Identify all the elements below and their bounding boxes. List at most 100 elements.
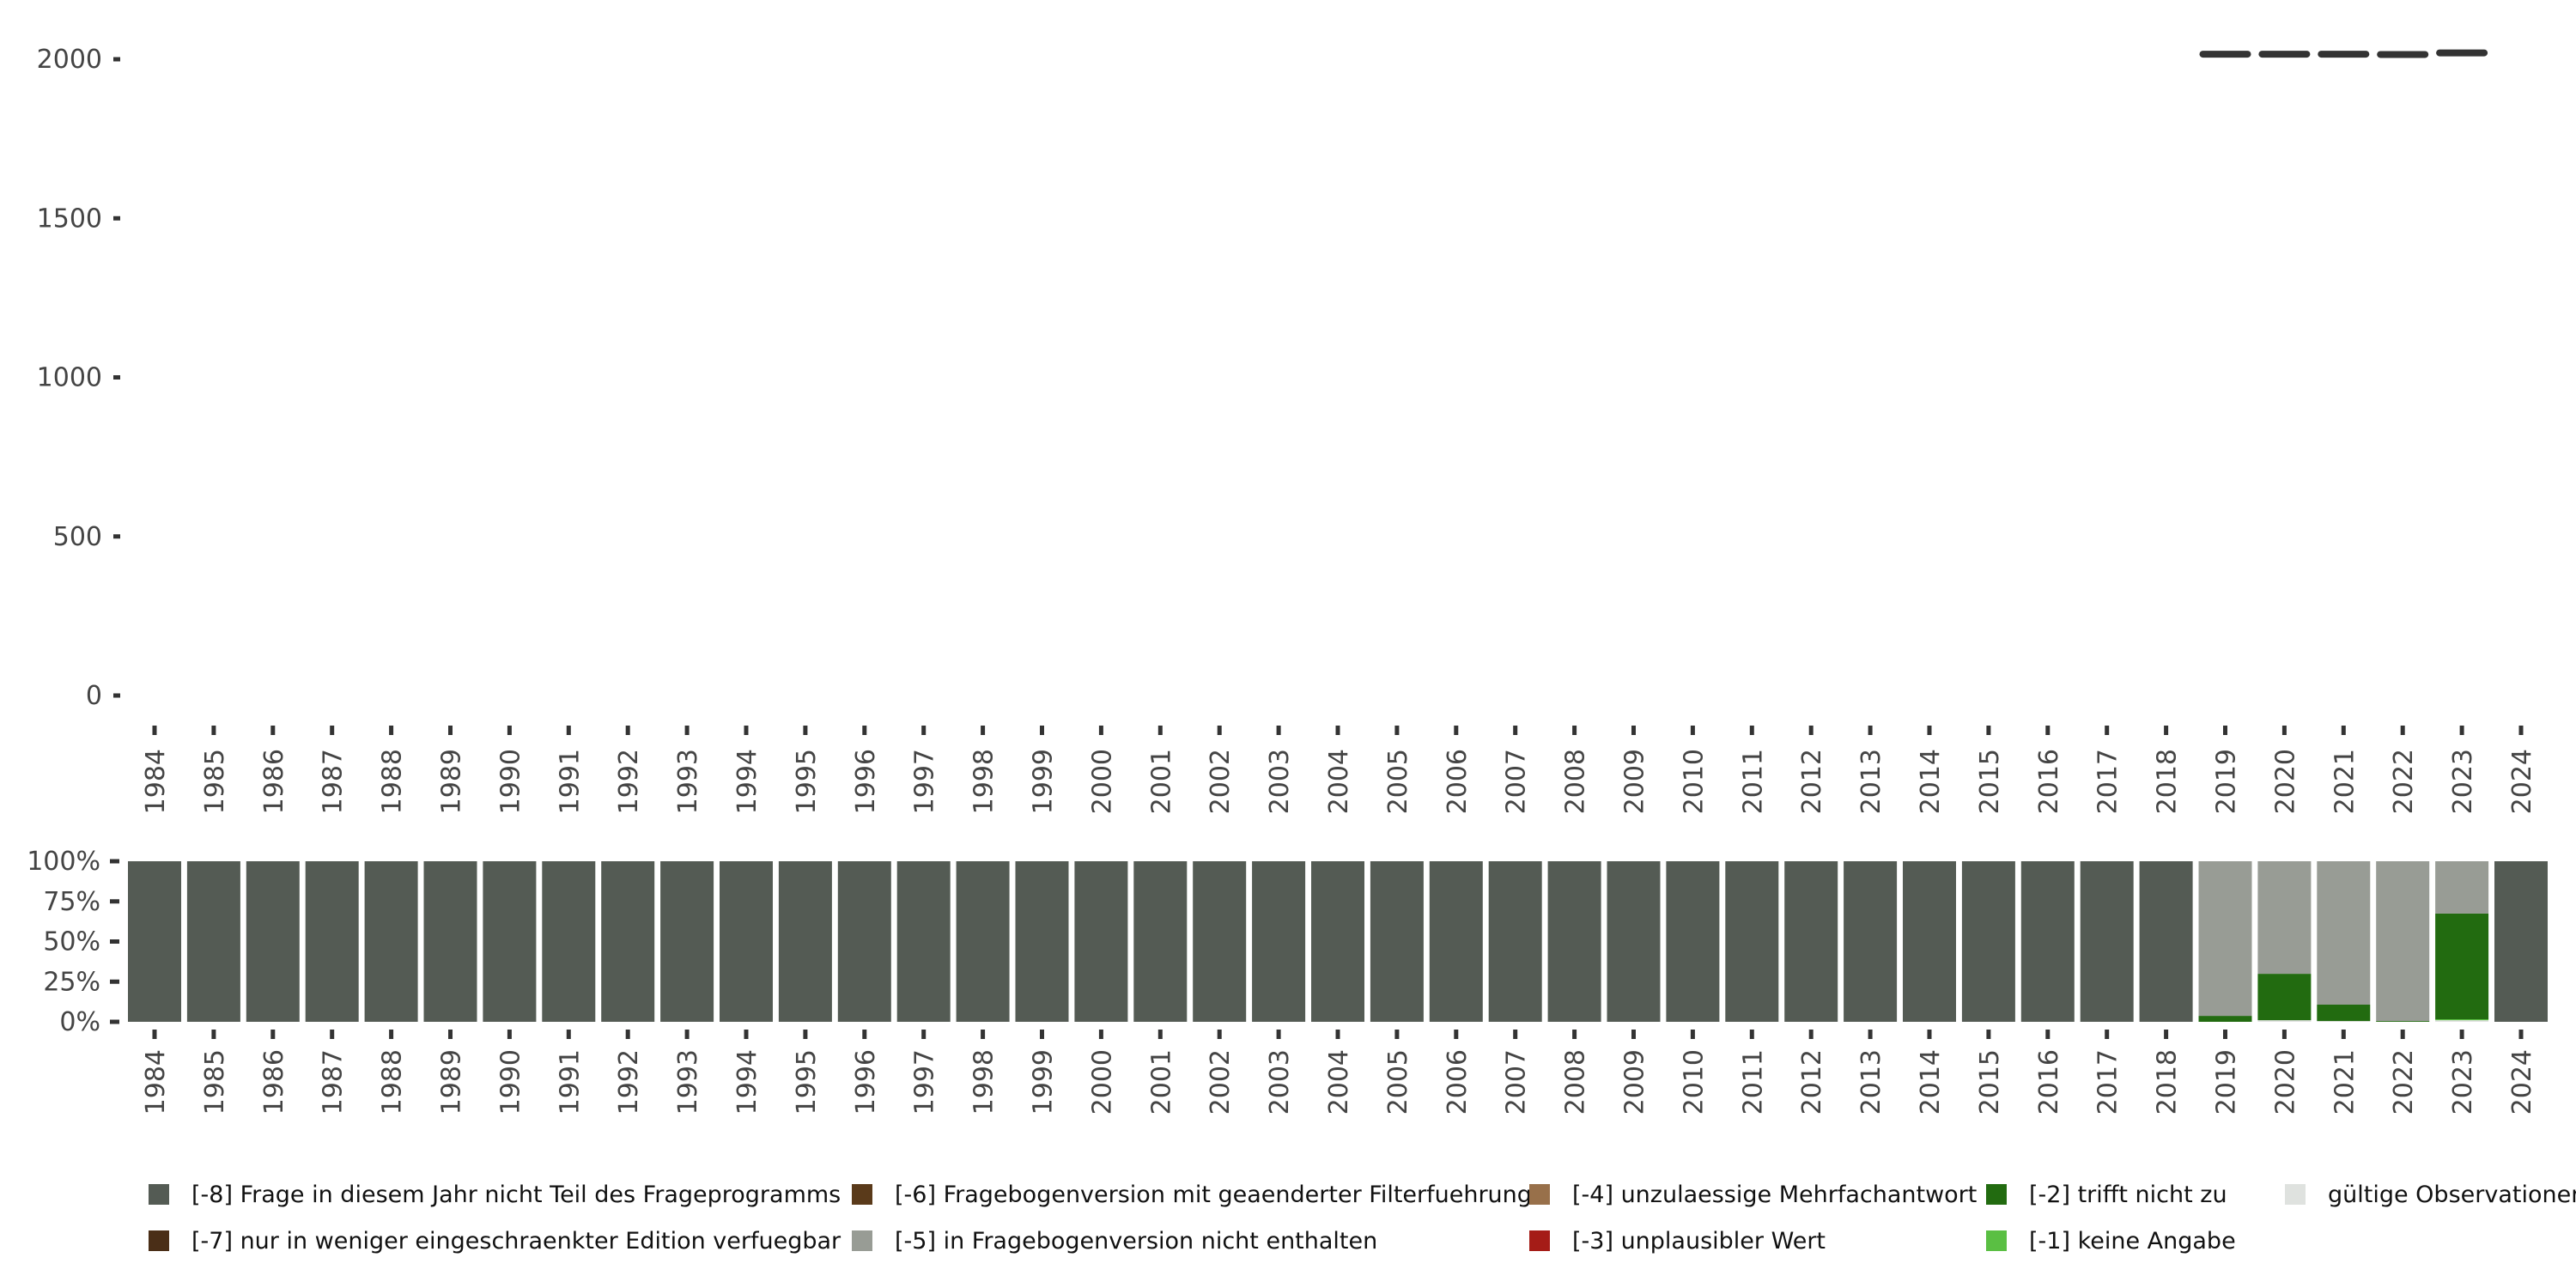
bar-segment <box>2139 861 2193 1022</box>
bar-segment <box>1903 861 1956 1022</box>
x-tick-label: 1998 <box>969 749 999 814</box>
x-tick-label: 2007 <box>1502 1049 1532 1115</box>
bar-segment <box>1607 861 1661 1022</box>
legend-swatch <box>1529 1230 1550 1251</box>
x-tick-label: 2013 <box>1856 1049 1886 1115</box>
x-tick-label: 1996 <box>851 749 881 814</box>
x-tick-label: 1984 <box>141 749 171 814</box>
x-tick-label: 1995 <box>792 749 822 814</box>
bar-segment <box>1311 861 1364 1022</box>
bar-segment <box>542 861 596 1022</box>
legend-label: [-8] Frage in diesem Jahr nicht Teil des… <box>191 1182 841 1208</box>
x-tick-label: 2021 <box>2330 1049 2360 1115</box>
bar-segment <box>2198 1016 2252 1022</box>
bar-segment <box>2494 861 2548 1022</box>
bar-segment <box>364 861 418 1022</box>
legend-label: [-5] in Fragebogenversion nicht enthalte… <box>895 1228 1377 1255</box>
x-tick-label: 1986 <box>259 1049 289 1115</box>
bar-segment <box>1193 861 1247 1022</box>
x-tick-label: 2024 <box>2507 749 2537 814</box>
x-tick-label: 1989 <box>437 749 467 814</box>
x-tick-label: 2008 <box>1561 1049 1591 1115</box>
x-tick-label: 2006 <box>1443 1049 1473 1115</box>
bar-segment <box>2435 913 2489 1020</box>
legend-label: gültige Observationen <box>2328 1182 2576 1208</box>
bar-segment <box>1252 861 1306 1022</box>
x-tick-label: 2021 <box>2330 749 2360 814</box>
y-tick-label: 100% <box>27 847 100 877</box>
legend-item: [-4] unzulaessige Mehrfachantwort <box>1529 1182 1977 1208</box>
bar-segment <box>720 861 773 1022</box>
x-tick-label: 1997 <box>910 1049 940 1115</box>
legend-swatch <box>149 1230 169 1251</box>
bar-segment <box>1015 861 1069 1022</box>
legend-item: [-3] unplausibler Wert <box>1529 1228 1826 1255</box>
x-tick-label: 2003 <box>1265 1049 1295 1115</box>
bar-segment <box>2376 861 2430 1022</box>
legend: [-8] Frage in diesem Jahr nicht Teil des… <box>149 1182 2576 1255</box>
x-tick-label: 1992 <box>614 749 644 814</box>
x-tick-label: 1998 <box>969 1049 999 1115</box>
x-tick-label: 1987 <box>319 749 349 814</box>
bar-segment <box>660 861 714 1022</box>
x-tick-label: 1994 <box>732 749 762 814</box>
x-tick-label: 2001 <box>1146 749 1176 814</box>
bar-segment <box>483 861 537 1022</box>
bar-segment <box>423 861 477 1022</box>
x-tick-label: 2011 <box>1738 749 1768 814</box>
x-tick-label: 2016 <box>2034 749 2064 814</box>
bar-segment <box>128 861 181 1022</box>
x-tick-label: 1985 <box>200 1049 230 1115</box>
x-tick-label: 2006 <box>1443 749 1473 814</box>
x-tick-label: 2010 <box>1679 1049 1709 1115</box>
y-tick-label: 2000 <box>37 45 102 75</box>
x-tick-label: 2024 <box>2507 1049 2537 1115</box>
bar-segment <box>1547 861 1601 1022</box>
legend-swatch <box>149 1184 169 1205</box>
legend-label: [-6] Fragebogenversion mit geaenderter F… <box>895 1182 1532 1208</box>
x-tick-label: 1996 <box>851 1049 881 1115</box>
bar-segment <box>2020 861 2075 1022</box>
legend-item: gültige Observationen <box>2285 1182 2576 1208</box>
x-tick-label: 1987 <box>319 1049 349 1115</box>
x-tick-label: 2022 <box>2389 1049 2419 1115</box>
x-tick-label: 1988 <box>378 1049 408 1115</box>
x-tick-label: 1993 <box>673 1049 703 1115</box>
legend-swatch <box>2285 1184 2306 1205</box>
x-tick-label: 2005 <box>1383 749 1413 814</box>
legend-item: [-1] keine Angabe <box>1986 1228 2236 1255</box>
x-tick-label: 2014 <box>1916 749 1946 814</box>
bar-segment <box>2317 1021 2371 1022</box>
x-tick-label: 2010 <box>1679 749 1709 814</box>
x-tick-label: 2020 <box>2270 1049 2300 1115</box>
legend-swatch <box>852 1184 872 1205</box>
bar-segment <box>601 861 655 1022</box>
y-tick-label: 0% <box>59 1007 100 1037</box>
y-tick-label: 0 <box>86 681 102 711</box>
legend-item: [-7] nur in weniger eingeschraenkter Edi… <box>149 1228 841 1255</box>
legend-item: [-8] Frage in diesem Jahr nicht Teil des… <box>149 1182 841 1208</box>
bar-segment <box>778 861 832 1022</box>
bar-segment <box>1725 861 1779 1022</box>
x-tick-label: 1992 <box>614 1049 644 1115</box>
x-tick-label: 1991 <box>555 1049 585 1115</box>
x-tick-label: 2011 <box>1738 1049 1768 1115</box>
bar-segment <box>2257 1020 2312 1022</box>
legend-item: [-6] Fragebogenversion mit geaenderter F… <box>852 1182 1532 1208</box>
x-tick-label: 2014 <box>1916 1049 1946 1115</box>
x-tick-label: 2000 <box>1087 749 1117 814</box>
legend-label: [-2] trifft nicht zu <box>2029 1182 2227 1208</box>
x-tick-label: 2012 <box>1797 749 1827 814</box>
legend-swatch <box>1529 1184 1550 1205</box>
x-tick-label: 2018 <box>2153 749 2183 814</box>
bar-segment <box>2317 1004 2371 1022</box>
y-tick-label: 1500 <box>37 204 102 234</box>
legend-swatch <box>852 1230 872 1251</box>
legend-label: [-1] keine Angabe <box>2029 1228 2236 1255</box>
x-tick-label: 1989 <box>437 1049 467 1115</box>
bar-segment <box>2317 861 2371 1005</box>
x-tick-label: 2002 <box>1206 1049 1236 1115</box>
legend-item: [-5] in Fragebogenversion nicht enthalte… <box>852 1228 1377 1255</box>
x-tick-label: 2002 <box>1206 749 1236 814</box>
bar-segment <box>837 861 891 1022</box>
